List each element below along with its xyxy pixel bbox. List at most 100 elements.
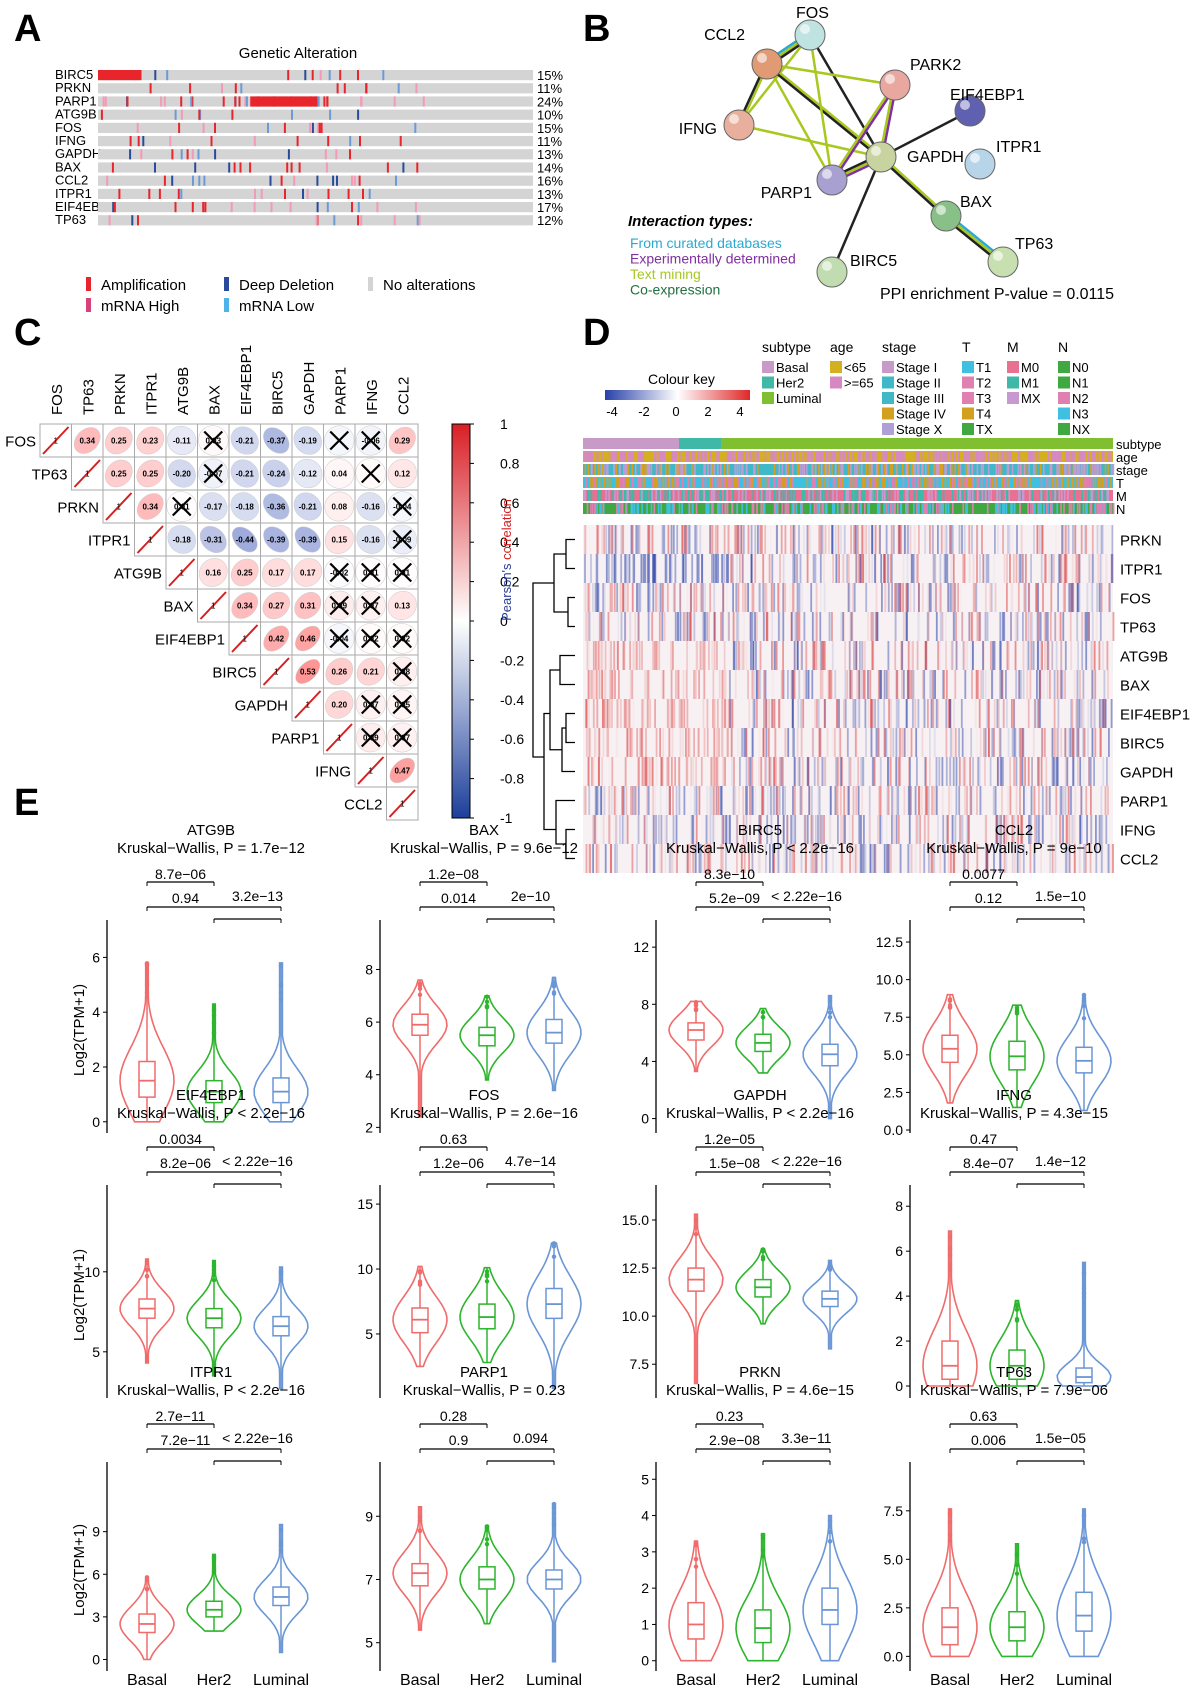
heatmap-cell [894, 641, 897, 670]
heatmap-cell [991, 670, 993, 699]
heatmap-cell [1006, 641, 1009, 670]
heatmap-cell [851, 815, 854, 844]
outlier-point [1014, 1553, 1020, 1558]
track-mark [825, 451, 827, 462]
heatmap-cell [756, 612, 758, 641]
heatmap-cell [799, 786, 802, 815]
track-mark [603, 464, 605, 475]
heatmap-cell [1032, 786, 1035, 815]
heatmap-cell [943, 844, 946, 873]
track-mark [598, 464, 600, 475]
heatmap-cell [943, 844, 946, 873]
alteration-mark [180, 149, 183, 160]
track-mark [901, 451, 903, 462]
corr-diag [231, 624, 259, 653]
heatmap-cell [595, 786, 598, 815]
alteration-mark [202, 202, 205, 213]
track-mark [837, 503, 839, 514]
corr-ellipse [263, 427, 290, 454]
track-mark [793, 503, 795, 514]
alteration-mark [309, 96, 312, 107]
box-iqr [754, 1278, 772, 1298]
heatmap-cell [996, 699, 999, 728]
track-mark [877, 464, 880, 475]
heatmap-cell [826, 728, 829, 757]
track-mark [893, 503, 895, 514]
corr-diag [388, 789, 416, 818]
heatmap-cell [1010, 612, 1012, 641]
heatmap-cell [915, 554, 918, 583]
outlier-point [760, 1014, 766, 1020]
track-mark [613, 464, 616, 475]
heatmap-cell [950, 728, 953, 757]
track-mark [838, 477, 840, 488]
track-mark [706, 503, 709, 514]
heatmap-cell [762, 728, 765, 757]
heatmap-cell [743, 728, 746, 757]
colorbar-tick-label: 0.6 [500, 495, 520, 511]
corr-value: 0.53 [300, 668, 316, 677]
heatmap-cell [933, 728, 936, 757]
track-mark [863, 477, 866, 488]
track-mark [773, 451, 775, 462]
heatmap-cell [646, 670, 649, 699]
heatmap-cell [841, 757, 843, 786]
corr-row-label: BIRC5 [212, 665, 256, 682]
heatmap-cell [939, 583, 942, 612]
track-mark [988, 490, 990, 501]
track-mark [1101, 490, 1103, 501]
heatmap-cell [766, 728, 768, 757]
corr-ellipse [136, 459, 165, 488]
alteration-mark [253, 202, 256, 213]
heatmap-cell [1045, 786, 1048, 815]
heatmap-cell [585, 583, 588, 612]
outlier-point [211, 1554, 217, 1559]
track-mark [600, 464, 603, 475]
alteration-mark [249, 162, 252, 173]
heatmap-cell [630, 525, 633, 554]
heatmap-cell [924, 525, 926, 554]
heatmap-cell [963, 554, 966, 583]
alteration-mark [316, 175, 319, 186]
heatmap-cell [1079, 815, 1082, 844]
track-mark [856, 490, 859, 501]
track-mark [860, 464, 863, 475]
heatmap-cell [883, 670, 886, 699]
track-mark [728, 464, 730, 475]
track-mark [937, 490, 940, 501]
heatmap-cell [603, 699, 606, 728]
outlier-point [693, 1564, 699, 1569]
heatmap-cell [638, 757, 640, 786]
track-mark [1110, 477, 1112, 488]
track-mark [655, 464, 658, 475]
track-mark [954, 464, 957, 475]
heatmap-cell [917, 699, 920, 728]
corr-value: 1 [274, 668, 279, 677]
track-mark [1021, 490, 1024, 501]
track-mark [763, 503, 765, 514]
track-mark [1040, 490, 1043, 501]
corr-cell [197, 489, 230, 524]
track-mark [687, 477, 690, 488]
corr-col-label: GAPDH [301, 362, 318, 415]
track-mark [1079, 451, 1081, 462]
track-mark [903, 451, 905, 462]
heatmap-cell [807, 670, 810, 699]
heatmap-cell [629, 641, 631, 670]
track-mark [756, 451, 758, 462]
annotation-legend-label: T2 [976, 376, 991, 391]
heatmap-cell [925, 641, 928, 670]
track-mark [826, 464, 829, 475]
outlier-point [211, 1271, 217, 1276]
track-mark [895, 477, 897, 488]
track-mark [650, 464, 653, 475]
heatmap-cell [1015, 554, 1018, 583]
track-mark [959, 464, 962, 475]
alteration-mark [368, 188, 371, 199]
track-mark [628, 490, 630, 501]
annotation-legend-swatch [962, 407, 974, 420]
heatmap-cell [993, 554, 995, 583]
heatmap-cell [945, 757, 948, 786]
track-mark [623, 490, 625, 501]
heatmap-cell [844, 815, 846, 844]
